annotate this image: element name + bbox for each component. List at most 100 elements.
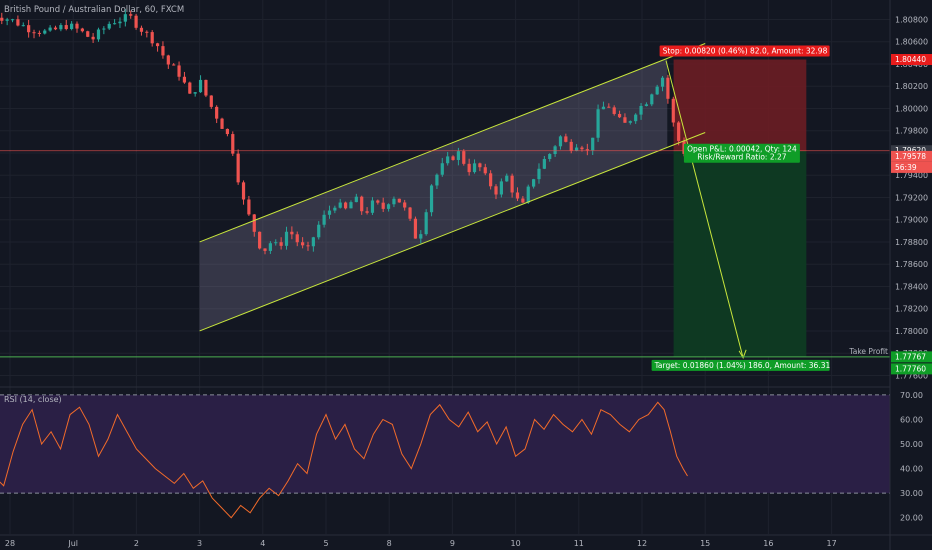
svg-text:1.80440: 1.80440: [895, 55, 926, 64]
rsi-tick-label: 40.00: [900, 465, 923, 474]
candle-body: [21, 25, 25, 27]
candle-body: [102, 28, 106, 30]
price-tick-label: 1.80200: [895, 82, 928, 91]
candle-body: [419, 234, 423, 239]
candle-body: [505, 175, 509, 182]
candle-body: [0, 17, 4, 21]
candle-body: [591, 137, 595, 151]
time-tick-label: 28: [5, 539, 15, 548]
candle-body: [370, 200, 375, 213]
time-tick-label: 12: [637, 539, 647, 548]
time-tick-label: 15: [700, 539, 710, 548]
candle-body: [532, 179, 536, 187]
candle-body: [188, 82, 192, 94]
candle-body: [483, 167, 487, 174]
price-tick-label: 1.78800: [895, 238, 928, 247]
candle-body: [349, 202, 353, 209]
pnl-label-box[interactable]: [683, 143, 800, 163]
time-tick-label: 10: [511, 539, 521, 548]
svg-text:1.79578: 1.79578: [895, 152, 926, 161]
svg-text:1.77767: 1.77767: [895, 352, 926, 361]
candle-body: [666, 77, 670, 99]
candle-body: [650, 94, 654, 105]
candle-body: [236, 153, 240, 183]
channel-lower-line[interactable]: [199, 132, 706, 332]
candle-body: [644, 104, 649, 106]
candle-body: [295, 234, 299, 243]
candle-body: [123, 14, 127, 22]
price-tick-label: 1.77600: [895, 371, 928, 380]
candles: [0, 9, 686, 255]
candle-body: [177, 65, 181, 77]
candle-body: [553, 146, 557, 155]
candle-body: [354, 196, 358, 203]
candle-body: [215, 106, 219, 119]
candle-body: [537, 168, 541, 180]
candle-body: [139, 27, 144, 32]
candle-body: [182, 76, 187, 83]
stop-zone[interactable]: [673, 59, 807, 151]
candle-body: [574, 147, 579, 151]
channel-upper-line[interactable]: [199, 43, 706, 243]
price-tick-label: 1.78200: [895, 305, 928, 314]
candle-body: [440, 163, 444, 175]
projection-arrow[interactable]: [665, 60, 744, 358]
candle-body: [70, 23, 74, 30]
candle-body: [241, 182, 246, 200]
time-tick-label: 11: [574, 539, 584, 548]
candle-body: [231, 134, 235, 154]
candle-body: [59, 25, 63, 30]
rsi-tick-label: 70.00: [900, 391, 923, 400]
price-tick-label: 1.79800: [895, 127, 928, 136]
price-tick-label: 1.78000: [895, 327, 928, 336]
candle-body: [91, 36, 95, 40]
candle-body: [376, 200, 380, 203]
candle-body: [27, 25, 31, 33]
entry-price-badge: 1.79620: [891, 145, 932, 157]
take-profit-price-badge: 1.77767: [891, 351, 932, 363]
svg-text:1.77760: 1.77760: [895, 364, 926, 373]
candle-body: [467, 163, 471, 173]
stop-label-box[interactable]: [659, 45, 830, 57]
candle-body: [86, 31, 90, 37]
price-tick-label: 1.80600: [895, 38, 928, 47]
price-tick-label: 1.80000: [895, 104, 928, 113]
time-tick-label: 9: [450, 539, 455, 548]
candle-body: [317, 224, 321, 238]
candle-body: [161, 46, 165, 56]
candle-body: [558, 136, 563, 147]
time-axis[interactable]: 28 Jul 2 3 4 5 8 9 10 11 12 15 16 17: [5, 539, 837, 548]
rsi-axis[interactable]: 70.00 60.00 50.00 40.00 30.00 20.00: [900, 391, 923, 523]
price-tick-label: 1.79400: [895, 171, 928, 180]
rsi-tick-label: 20.00: [900, 514, 923, 523]
candle-body: [564, 136, 568, 142]
channel-fill[interactable]: [199, 58, 668, 331]
candle-body: [290, 231, 294, 235]
target-zone[interactable]: [673, 150, 807, 357]
candle-body: [155, 43, 160, 47]
time-tick-label: 3: [197, 539, 202, 548]
target-price-badge: 1.77760: [891, 363, 932, 375]
candle-body: [526, 186, 530, 203]
candle-body: [462, 151, 466, 164]
price-tick-label: 1.79000: [895, 216, 928, 225]
price-tick-label: 1.80800: [895, 15, 928, 24]
candle-body: [150, 32, 154, 44]
candle-body: [145, 31, 149, 33]
candle-body: [166, 55, 170, 65]
time-tick-label: Jul: [67, 539, 78, 548]
candle-body: [306, 245, 310, 247]
candle-body: [172, 64, 176, 66]
candle-body: [53, 27, 58, 30]
candle-body: [118, 21, 122, 24]
candle-body: [284, 231, 289, 246]
candle-body: [424, 212, 428, 235]
candle-body: [333, 207, 337, 211]
candle-body: [193, 92, 197, 94]
stop-price-badge: 1.80440: [891, 54, 932, 66]
target-label-box[interactable]: [651, 359, 830, 371]
rsi-label: RSI (14, close): [4, 395, 62, 404]
svg-text:56:39: 56:39: [895, 163, 917, 172]
candle-body: [494, 186, 498, 195]
